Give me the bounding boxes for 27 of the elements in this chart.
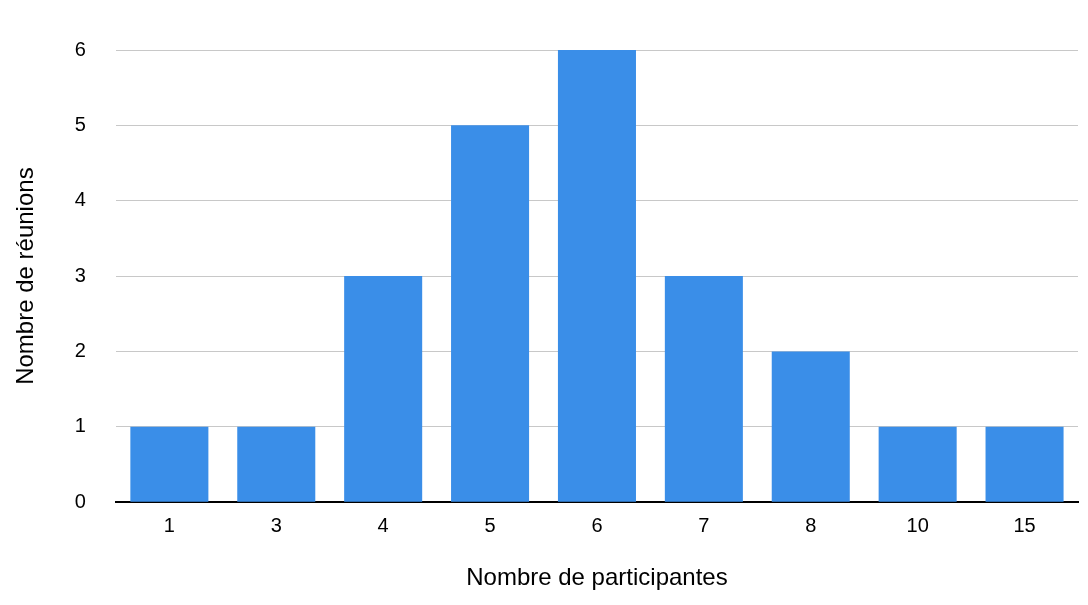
y-tick-label: 1 (74, 414, 86, 437)
bar (237, 426, 316, 502)
y-tick-label: 3 (74, 263, 86, 286)
bar (878, 426, 957, 502)
y-axis-title: Nombre de réunions (11, 167, 39, 385)
y-tick-label: 0 (74, 489, 86, 512)
y-tick-label: 6 (74, 37, 86, 60)
y-tick-label: 2 (74, 338, 86, 361)
x-tick-label: 4 (377, 513, 389, 536)
x-axis-title: Nombre de participantes (466, 563, 728, 591)
bar (985, 426, 1064, 502)
bar (344, 276, 423, 502)
x-tick-label: 15 (1013, 513, 1036, 536)
bar (557, 50, 636, 502)
bar (664, 276, 743, 502)
bar (130, 426, 209, 502)
x-tick-label: 1 (163, 513, 175, 536)
x-tick-label: 7 (698, 513, 710, 536)
bar (771, 351, 850, 502)
x-tick-label: 6 (591, 513, 603, 536)
x-tick-label: 8 (805, 513, 817, 536)
x-tick-label: 5 (484, 513, 496, 536)
x-tick-label: 3 (270, 513, 282, 536)
bar (451, 125, 530, 502)
x-tick-label: 10 (906, 513, 929, 536)
y-tick-label: 4 (74, 188, 86, 211)
y-tick-label: 5 (74, 112, 86, 135)
